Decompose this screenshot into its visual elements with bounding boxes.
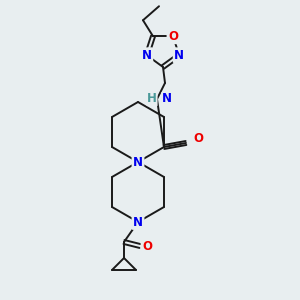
Text: N: N: [174, 49, 184, 62]
Text: O: O: [193, 133, 203, 146]
Text: H: H: [147, 92, 157, 106]
Text: N: N: [162, 92, 172, 106]
Text: N: N: [142, 49, 152, 62]
Text: N: N: [133, 155, 143, 169]
Text: O: O: [168, 30, 178, 43]
Text: O: O: [142, 239, 152, 253]
Text: N: N: [133, 215, 143, 229]
